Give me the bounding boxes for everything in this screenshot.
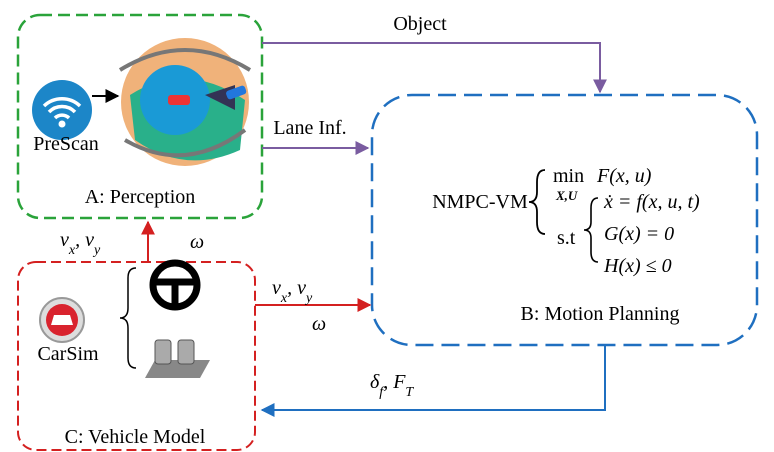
tool-label: PreScan <box>33 133 99 155</box>
scene-icon <box>120 38 250 166</box>
math-text: v <box>297 277 306 299</box>
constraint: ẋ = f(x, u, t) <box>603 191 700 213</box>
steering-icon <box>153 263 197 307</box>
math-text: v <box>60 229 69 251</box>
edge-label: δf, FT <box>370 371 414 400</box>
tool-label: CarSim <box>37 343 99 365</box>
brace <box>120 268 136 368</box>
math-text: , <box>287 277 297 299</box>
constraint: H(x) ≤ 0 <box>603 255 672 277</box>
edge-label: ω <box>190 231 204 253</box>
edge-label: vx, vy <box>272 277 313 306</box>
prescan-icon <box>32 80 118 140</box>
math-text: F <box>392 371 406 393</box>
edge-object <box>262 43 600 92</box>
edge-label: Lane Inf. <box>273 117 346 139</box>
constraint-st: s.t <box>557 227 576 249</box>
node-label: C: Vehicle Model <box>65 426 206 448</box>
edge-label: vx, vy <box>60 229 101 258</box>
constraint: G(x) = 0 <box>604 223 674 245</box>
edge-b-c <box>262 345 605 410</box>
objective-under: X,U <box>555 188 578 203</box>
subscript: T <box>405 385 414 400</box>
subscript: y <box>92 243 101 258</box>
pedal-icon <box>145 340 210 378</box>
edge-label: ω <box>312 313 326 335</box>
subscript: y <box>304 291 313 306</box>
math-text: , <box>75 229 85 251</box>
objective-op: min <box>553 165 584 187</box>
carsim-icon <box>40 298 84 342</box>
math-text: v <box>85 229 94 251</box>
node-label: B: Motion Planning <box>521 303 680 325</box>
math-text: v <box>272 277 281 299</box>
node-label: A: Perception <box>85 186 196 208</box>
diagram: Object Lane Inf. PreScan A: Perception C… <box>0 0 774 452</box>
brace <box>529 170 545 234</box>
objective-expr: F(x, u) <box>596 165 652 187</box>
math-text: , <box>383 371 393 393</box>
brace <box>584 198 598 262</box>
controller-label: NMPC-VM <box>432 191 528 213</box>
edge-label: Object <box>393 13 447 35</box>
